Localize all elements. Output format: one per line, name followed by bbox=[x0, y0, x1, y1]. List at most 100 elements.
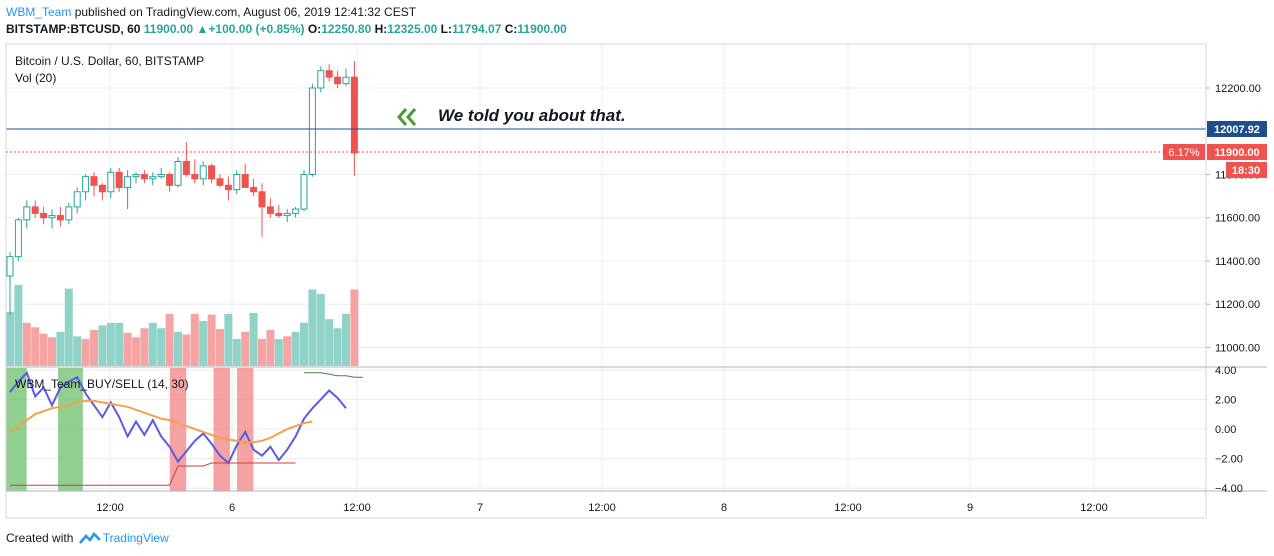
volume-bar bbox=[81, 339, 90, 366]
candle-body bbox=[233, 173, 241, 191]
candle-body bbox=[308, 87, 316, 175]
high-label: H: bbox=[374, 22, 388, 36]
volume-bar bbox=[106, 322, 115, 366]
volume-bar bbox=[39, 333, 48, 366]
candle-body bbox=[166, 173, 174, 186]
candle-body bbox=[283, 212, 291, 217]
candle-body bbox=[149, 176, 157, 180]
volume-legend: Vol (20) bbox=[15, 71, 56, 85]
time-tick-label: 12:00 bbox=[96, 502, 124, 514]
volume-bar bbox=[140, 328, 149, 366]
candle-body bbox=[6, 256, 14, 277]
candle-body bbox=[191, 173, 199, 180]
candle-body bbox=[258, 191, 266, 208]
volume-bar bbox=[342, 313, 350, 366]
axes: 11000.0011200.0011400.0011600.0011800.00… bbox=[96, 83, 1261, 514]
volume-bar bbox=[274, 339, 283, 366]
candle-body bbox=[334, 76, 342, 85]
candle-body bbox=[224, 184, 232, 191]
volume-bar bbox=[350, 289, 359, 366]
buy-zone bbox=[6, 368, 27, 491]
candle-body bbox=[48, 215, 56, 219]
volume-bar bbox=[283, 336, 292, 366]
price-tick-label: 11200.00 bbox=[1215, 299, 1260, 311]
candle-body bbox=[56, 215, 64, 221]
chart-title: Bitcoin / U.S. Dollar, 60, BITSTAMP bbox=[15, 54, 204, 68]
open-label: O: bbox=[307, 22, 322, 36]
candle-body bbox=[124, 176, 132, 188]
volume-bar bbox=[73, 336, 82, 366]
volume-bar bbox=[241, 331, 250, 366]
volume-bar bbox=[207, 314, 216, 366]
candle-body bbox=[317, 70, 325, 89]
blue-level-label: 12007.92 bbox=[1214, 124, 1260, 136]
volume-bars bbox=[6, 285, 359, 366]
candle-body bbox=[115, 171, 123, 188]
volume-bar bbox=[22, 322, 31, 366]
symbol-label: BITSTAMP:BTCUSD, 60 bbox=[6, 22, 141, 36]
created-with-label: Created with bbox=[6, 531, 74, 545]
close-value: 11900.00 bbox=[517, 22, 567, 36]
candle-body bbox=[325, 70, 333, 78]
volume-bar bbox=[216, 329, 224, 366]
oscillator-series-line bbox=[10, 462, 296, 486]
candle-body bbox=[157, 173, 165, 178]
volume-bar bbox=[232, 339, 241, 366]
tradingview-logo-icon bbox=[78, 532, 101, 544]
volume-bar bbox=[174, 331, 182, 366]
sell-zone bbox=[213, 368, 230, 491]
osc-tick-label: 0.00 bbox=[1215, 424, 1236, 436]
osc-tick-label: −2.00 bbox=[1215, 454, 1243, 466]
plot-border bbox=[5, 43, 1207, 519]
oscillator-series-line bbox=[9, 399, 313, 444]
candle-body bbox=[140, 173, 148, 180]
volume-bar bbox=[148, 322, 157, 366]
volume-bar bbox=[56, 331, 65, 366]
close-label: C: bbox=[504, 22, 518, 36]
volume-bar bbox=[199, 321, 208, 366]
time-tick-label: 6 bbox=[229, 502, 235, 514]
candle-body bbox=[90, 176, 98, 186]
candle-body bbox=[73, 191, 81, 208]
low-value: 11794.07 bbox=[452, 22, 502, 36]
change-label: +100.00 (+0.85%) bbox=[208, 22, 305, 36]
candle-body bbox=[107, 171, 115, 193]
volume-bar bbox=[266, 330, 275, 366]
candle-body bbox=[132, 173, 140, 178]
candle-body bbox=[65, 206, 73, 221]
volume-bar bbox=[6, 312, 14, 366]
volume-bar bbox=[31, 327, 40, 366]
candle-body bbox=[14, 219, 22, 258]
indicator-legend: WBM_Team_BUY/SELL (14, 30) bbox=[15, 377, 189, 391]
volume-bar bbox=[157, 328, 166, 366]
published-text: published on TradingView.com, August 06,… bbox=[74, 5, 417, 19]
countdown-label: 18:30 bbox=[1232, 165, 1260, 177]
candle-body bbox=[82, 176, 90, 193]
candle-body bbox=[350, 76, 358, 154]
candle-body bbox=[250, 186, 258, 193]
high-value: 12325.00 bbox=[387, 22, 438, 36]
volume-bar bbox=[182, 334, 191, 366]
volume-bar bbox=[64, 288, 73, 366]
volume-bar bbox=[165, 313, 174, 366]
volume-bar bbox=[249, 312, 258, 366]
candle-body bbox=[98, 184, 106, 193]
time-tick-label: 12:00 bbox=[343, 502, 371, 514]
volume-bar bbox=[325, 319, 334, 366]
osc-tick-label: −4.00 bbox=[1215, 483, 1243, 495]
candle-body bbox=[23, 206, 31, 221]
candle-body bbox=[174, 161, 182, 186]
osc-tick-label: 4.00 bbox=[1215, 365, 1236, 377]
volume-bar bbox=[90, 330, 98, 366]
volume-bar bbox=[291, 331, 300, 366]
candle-body bbox=[182, 161, 190, 175]
sell-zone bbox=[237, 368, 254, 491]
author-link[interactable]: WBM_Team bbox=[6, 5, 72, 19]
publish-info: WBM_Team published on TradingView.com, A… bbox=[6, 5, 416, 19]
volume-bar bbox=[224, 313, 233, 366]
price-tick-label: 11400.00 bbox=[1215, 256, 1260, 268]
tradingview-brand-link[interactable]: TradingView bbox=[102, 531, 169, 545]
volume-bar bbox=[300, 322, 308, 366]
footer: Created with TradingView bbox=[6, 531, 169, 545]
